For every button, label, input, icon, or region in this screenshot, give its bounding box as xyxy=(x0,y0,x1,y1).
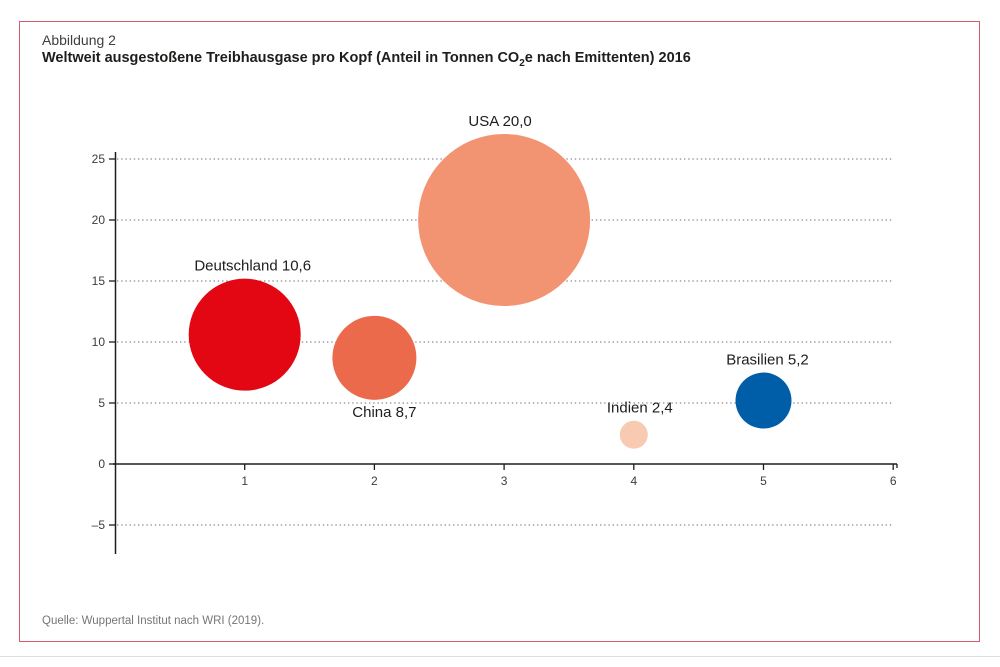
x-tick-label-6: 6 xyxy=(890,474,897,488)
y-tick-label-5: 5 xyxy=(98,396,105,410)
bubble-china xyxy=(332,315,417,400)
bubble-label-indien: Indien 2,4 xyxy=(607,400,673,417)
y-tick-label-10: 10 xyxy=(92,335,106,349)
bubble-indien xyxy=(619,420,648,449)
x-tick-label-4: 4 xyxy=(630,474,637,488)
figure-title-text-end: e nach Emittenten) 2016 xyxy=(524,50,691,66)
bubble-label-china: China 8,7 xyxy=(352,404,416,421)
y-tick-label-0: 0 xyxy=(98,457,105,471)
page-bottom-divider xyxy=(0,656,1000,657)
bubble-usa xyxy=(418,134,591,306)
figure-frame: Abbildung 2 Weltweit ausgestoßene Treibh… xyxy=(19,21,980,642)
bubble-deutschland xyxy=(188,278,301,391)
bubble-label-usa: USA 20,0 xyxy=(468,113,531,130)
y-tick-label-25: 25 xyxy=(92,152,106,166)
x-tick-label-2: 2 xyxy=(371,474,378,488)
x-tick-label-5: 5 xyxy=(760,474,767,488)
figure-title-subscript: 2 xyxy=(519,57,525,69)
y-tick-label-15: 15 xyxy=(92,274,106,288)
figure-title-text: Weltweit ausgestoßene Treibhausgase pro … xyxy=(42,50,520,66)
figure-label: Abbildung 2 xyxy=(42,32,116,48)
bubble-label-brasilien: Brasilien 5,2 xyxy=(726,352,809,369)
y-tick-label-20: 20 xyxy=(92,213,106,227)
figure-title: Weltweit ausgestoßene Treibhausgase pro … xyxy=(42,50,691,69)
bubble-label-deutschland: Deutschland 10,6 xyxy=(194,258,311,275)
x-tick-label-1: 1 xyxy=(241,474,248,488)
bubble-brasilien xyxy=(735,372,792,429)
source-note: Quelle: Wuppertal Institut nach WRI (201… xyxy=(42,615,265,627)
y-tick-label--5: –5 xyxy=(92,518,106,532)
x-tick-label-3: 3 xyxy=(501,474,508,488)
